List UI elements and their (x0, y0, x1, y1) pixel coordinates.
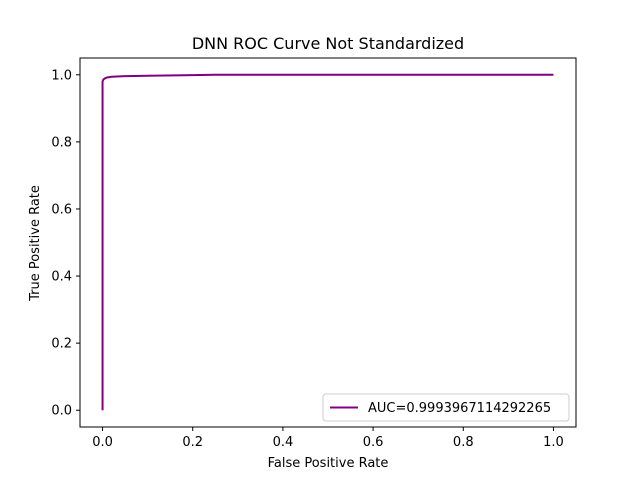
x-axis-label: False Positive Rate (268, 456, 389, 471)
axes-frame (79, 57, 577, 428)
y-tick-label: 0.6 (51, 202, 72, 217)
y-axis-ticks: 0.0 0.2 0.4 0.6 0.8 1.0 (51, 68, 80, 419)
y-tick-label: 0.4 (51, 270, 72, 285)
plot-area (101, 73, 554, 411)
y-tick-label: 0.0 (51, 404, 72, 419)
x-tick-label: 0.0 (92, 435, 113, 450)
x-axis-ticks: 0.0 0.2 0.4 0.6 0.8 1.0 (92, 427, 564, 450)
x-tick-label: 1.0 (543, 435, 564, 450)
x-tick-label: 0.6 (363, 435, 384, 450)
legend: AUC=0.9993967114292265 (322, 393, 570, 422)
roc-curve-series-0 (101, 73, 554, 411)
y-tick-label: 0.2 (51, 337, 72, 352)
x-tick-label: 0.4 (273, 435, 294, 450)
x-tick-label: 0.2 (182, 435, 203, 450)
legend-box (322, 393, 570, 422)
y-tick-label: 1.0 (51, 68, 72, 83)
y-tick-label: 0.8 (51, 135, 72, 150)
x-tick-label: 0.8 (453, 435, 474, 450)
legend-label: AUC=0.9993967114292265 (368, 401, 551, 416)
chart-title: DNN ROC Curve Not Standardized (192, 34, 464, 53)
y-axis-label: True Positive Rate (28, 185, 43, 302)
